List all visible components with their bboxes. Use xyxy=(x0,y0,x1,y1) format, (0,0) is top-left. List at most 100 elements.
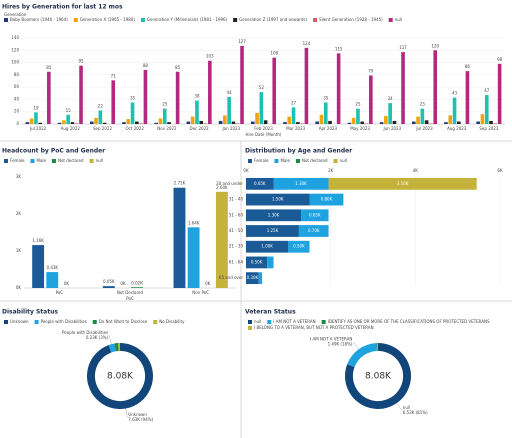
bar xyxy=(379,122,384,124)
bar xyxy=(98,110,103,124)
bar xyxy=(89,121,94,124)
data-label: 0.70K xyxy=(308,228,320,233)
slice-label: People with Disabilities xyxy=(62,330,108,335)
legend-swatch xyxy=(140,18,145,22)
y-tick-label: 31 - 40 xyxy=(229,197,244,202)
bar xyxy=(187,227,200,288)
bar xyxy=(465,71,470,124)
bar xyxy=(246,240,289,253)
legend-label: null xyxy=(254,319,261,324)
data-label: 35 xyxy=(130,96,136,101)
legend-swatch xyxy=(321,320,326,324)
bar xyxy=(411,121,416,124)
data-label: 0.65K xyxy=(309,212,321,217)
x-tick-label: Nov 2022 xyxy=(157,126,177,131)
data-label: 98 xyxy=(497,57,503,62)
slice-value: 1.49K (18%) xyxy=(328,341,353,346)
y-tick-label: 41 - 50 xyxy=(229,228,244,233)
y-tick-label: 2K xyxy=(16,211,22,216)
x-tick-label: 0K xyxy=(243,168,249,173)
bar xyxy=(476,121,480,124)
y-tick-label: 60 xyxy=(14,84,20,89)
slice-label: null xyxy=(403,405,410,410)
bar xyxy=(259,92,264,124)
bar xyxy=(452,97,457,124)
bar xyxy=(255,112,259,124)
legend-label: Male xyxy=(36,158,46,163)
legend-label: I BELONG TO A VETERAN, BUT NOT A PROTECT… xyxy=(254,325,374,330)
bar xyxy=(301,209,329,222)
bar xyxy=(167,122,171,124)
bar xyxy=(130,102,135,124)
data-label: 2.60K xyxy=(216,185,228,190)
x-tick-label: Dec 2022 xyxy=(189,126,209,131)
bar xyxy=(195,100,199,124)
bar xyxy=(215,191,228,288)
bar xyxy=(122,122,126,124)
bar xyxy=(158,118,163,124)
donut-slice xyxy=(376,343,378,351)
data-label: 85 xyxy=(175,65,181,70)
bar xyxy=(336,53,341,124)
bar xyxy=(364,123,369,124)
data-label: 0.30K xyxy=(247,275,259,280)
slice-label: Unknown xyxy=(128,412,147,417)
legend-label: Male xyxy=(280,158,290,163)
bar xyxy=(328,177,477,190)
x-tick-label: Oct 2022 xyxy=(126,126,145,131)
legend-label: People with Disabilities xyxy=(41,319,87,324)
data-label: 0.50K xyxy=(251,259,263,264)
x-tick-label: Mar 2023 xyxy=(286,126,305,131)
bar xyxy=(162,108,167,124)
total-label: 8.08K xyxy=(107,372,134,382)
data-label: 0K xyxy=(205,281,211,286)
data-label: 124 xyxy=(303,41,311,46)
data-label: 25 xyxy=(355,102,361,107)
chart-title: Veteran Status xyxy=(245,309,296,316)
y-tick-label: 120 xyxy=(11,47,19,52)
legend-swatch xyxy=(248,159,252,163)
legend-swatch xyxy=(51,159,56,163)
bar xyxy=(79,65,83,124)
data-label: 117 xyxy=(399,45,407,50)
x-tick-label: Jul 2023 xyxy=(415,126,433,131)
data-label: 71 xyxy=(111,73,117,78)
bar xyxy=(298,225,329,237)
slice-value: 7.63K (94%) xyxy=(128,417,153,422)
legend-swatch xyxy=(92,320,97,324)
bar xyxy=(25,122,30,124)
data-label: 3.50K xyxy=(397,181,409,186)
bar xyxy=(360,121,365,124)
bar xyxy=(489,120,493,124)
legend-label: Unknown xyxy=(10,319,29,324)
x-tick-label: Jan 2023 xyxy=(221,126,240,131)
x-tick-label: Feb 2023 xyxy=(254,126,273,131)
leader-line xyxy=(108,335,112,345)
data-label: 19 xyxy=(33,105,39,110)
bar xyxy=(315,121,319,124)
bar xyxy=(356,108,360,124)
x-tick-label: Jul 2022 xyxy=(29,126,47,131)
x-tick-label: 6K xyxy=(497,168,503,173)
bar xyxy=(384,116,388,124)
chart-title: Disability Status xyxy=(2,309,58,316)
y-tick-label: 20 xyxy=(14,109,20,114)
data-label: 115 xyxy=(335,46,343,51)
legend-label: Generation Z (1997 and onwards) xyxy=(239,17,307,22)
bar xyxy=(94,117,98,124)
slice-value: 6.53K (81%) xyxy=(403,410,428,415)
bar xyxy=(444,122,448,124)
legend-swatch xyxy=(4,18,8,22)
data-label: 44 xyxy=(227,90,233,95)
legend-label: Generation Y (Millennials) (1981 - 1996) xyxy=(147,17,228,22)
data-label: 38 xyxy=(194,94,200,99)
legend-label: null xyxy=(96,158,103,163)
chart-title: Hires by Generation for last 12 mos xyxy=(2,4,123,11)
data-label: 25 xyxy=(420,102,426,107)
legend-swatch xyxy=(30,159,35,163)
data-label: 1.00K xyxy=(261,244,273,249)
x-tick-label: Aug 2023 xyxy=(447,126,467,131)
bar xyxy=(388,103,392,124)
bar xyxy=(392,120,397,124)
